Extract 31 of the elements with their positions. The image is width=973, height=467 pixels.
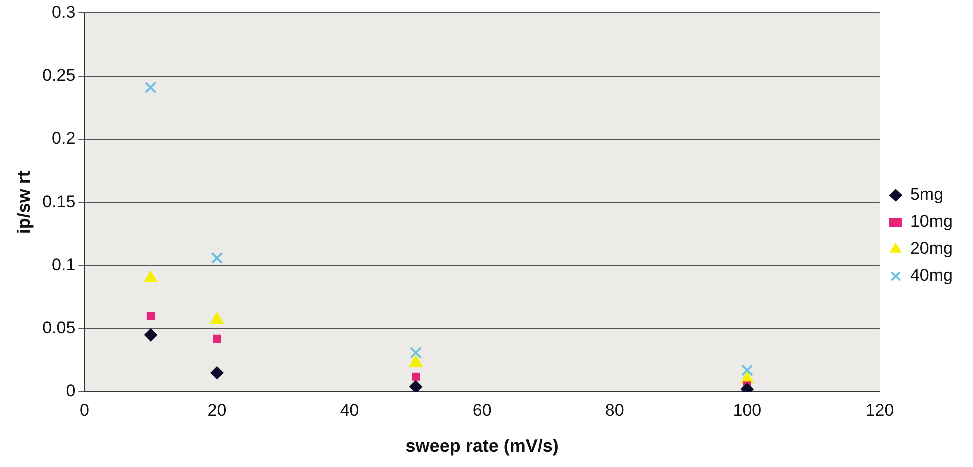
point <box>213 334 222 344</box>
x-tick-label: 100 <box>733 400 762 420</box>
y-tick-label: 0.15 <box>42 192 76 212</box>
point <box>412 372 420 381</box>
point <box>211 252 224 264</box>
y-tick-label: 0.05 <box>42 318 76 338</box>
legend-label: 5mg <box>910 185 944 204</box>
point <box>410 380 423 392</box>
x-tick-label: 80 <box>605 400 624 420</box>
legend-label: 20mg <box>910 239 954 258</box>
y-tick-label: 0.1 <box>52 255 76 274</box>
point <box>210 312 224 324</box>
x-tick-label: 40 <box>340 400 360 420</box>
legend-label: 10mg <box>910 212 954 232</box>
point <box>145 82 157 94</box>
y-tick-label: 0 <box>66 382 76 401</box>
point <box>144 328 158 342</box>
y-tick-label: 0.3 <box>52 2 76 22</box>
y-tick-label: 0.2 <box>52 129 76 148</box>
x-tick-label: 20 <box>208 400 227 420</box>
point <box>410 346 422 359</box>
x-axis-title: sweep rate (mV/s) <box>406 436 559 456</box>
point <box>741 364 754 376</box>
x-tick-label: 0 <box>80 400 90 420</box>
point <box>210 366 224 380</box>
x-tick-label: 120 <box>866 400 894 420</box>
legend-label: 40mg <box>910 266 954 286</box>
x-tick-label: 60 <box>472 400 492 420</box>
y-axis-title: ip/sw rt <box>14 171 34 234</box>
point <box>146 312 155 320</box>
y-tick-label: 0.25 <box>42 66 76 86</box>
